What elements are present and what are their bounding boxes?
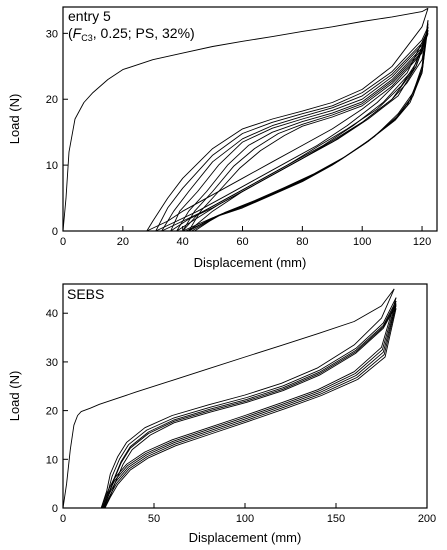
series-line-7 <box>101 300 397 509</box>
x-tick-label: 100 <box>353 236 371 248</box>
x-axis-label: Displacement (mm) <box>194 255 307 270</box>
x-tick-label: 60 <box>236 236 248 248</box>
series-line-5 <box>104 305 397 509</box>
x-tick-label: 150 <box>327 513 345 525</box>
series-line-10 <box>104 308 397 509</box>
series-line-3 <box>155 26 429 232</box>
series-line-5 <box>161 29 429 232</box>
plot-frame <box>62 6 438 232</box>
y-tick-label: 40 <box>46 308 58 320</box>
series-line-7 <box>170 31 429 232</box>
series-line-2 <box>101 297 397 509</box>
annotation-label: entry 5 <box>68 8 111 24</box>
series-line-16 <box>185 23 429 232</box>
chart-sebs: 0 50 100 150 200 0 10 20 30 40 SEBS Displacement … <box>7 283 436 545</box>
series-line-10 <box>176 33 429 232</box>
chart-entry5: 0 20 40 60 80 100 120 0 10 20 30 entry 5 (FC3, 0.2… <box>7 6 438 270</box>
y-tick-label: 20 <box>46 406 58 418</box>
annotation-label: SEBS <box>67 286 104 302</box>
series-line-6 <box>100 297 397 509</box>
series-line-14 <box>188 26 429 232</box>
y-tick-label: 30 <box>46 28 58 40</box>
y-tick-label: 10 <box>46 160 58 172</box>
y-tick-label: 30 <box>46 357 58 369</box>
x-tick-label: 100 <box>236 513 254 525</box>
series-line-2 <box>146 26 429 232</box>
x-tick-label: 80 <box>296 236 308 248</box>
tick-group: 0 20 40 60 80 100 120 0 10 20 30 <box>46 28 431 248</box>
y-tick-label: 0 <box>52 503 58 515</box>
x-tick-label: 40 <box>177 236 189 248</box>
series-line-1 <box>146 8 429 232</box>
x-tick-label: 200 <box>418 513 436 525</box>
x-tick-label: 0 <box>60 236 66 248</box>
y-tick-label: 0 <box>52 226 58 238</box>
series-line-4 <box>103 303 397 509</box>
y-axis-label: Load (N) <box>7 94 22 145</box>
tick-group: 0 50 100 150 200 0 10 20 30 40 <box>46 308 436 525</box>
y-axis-label: Load (N) <box>7 371 22 422</box>
series-line-13 <box>188 29 429 232</box>
series-line-0 <box>62 288 395 509</box>
x-axis-label: Displacement (mm) <box>189 530 302 545</box>
y-tick-label: 20 <box>46 94 58 106</box>
series-line-0 <box>62 7 429 232</box>
series-line-11 <box>182 33 429 232</box>
series-line-8 <box>102 303 397 509</box>
series-line-3 <box>102 300 397 509</box>
series-group <box>62 288 397 509</box>
y-tick-label: 10 <box>46 454 58 466</box>
series-line-1 <box>100 288 395 509</box>
x-tick-label: 120 <box>413 236 431 248</box>
series-line-15 <box>182 26 429 232</box>
series-line-19 <box>194 20 429 232</box>
series-line-4 <box>155 29 429 232</box>
series-line-9 <box>103 305 397 509</box>
series-line-12 <box>182 29 429 232</box>
x-tick-label: 20 <box>117 236 129 248</box>
series-line-9 <box>176 33 429 232</box>
x-tick-label: 50 <box>148 513 160 525</box>
annotation-formula: (FC3, 0.25; PS, 32%) <box>68 25 195 43</box>
x-tick-label: 0 <box>60 513 66 525</box>
series-group <box>62 7 429 232</box>
